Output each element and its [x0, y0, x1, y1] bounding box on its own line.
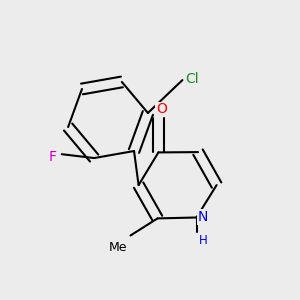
Text: H: H: [199, 234, 208, 247]
Text: Cl: Cl: [185, 72, 199, 86]
Text: Me: Me: [109, 241, 128, 254]
Text: F: F: [49, 150, 57, 164]
Text: N: N: [198, 210, 208, 224]
Text: O: O: [156, 102, 167, 116]
